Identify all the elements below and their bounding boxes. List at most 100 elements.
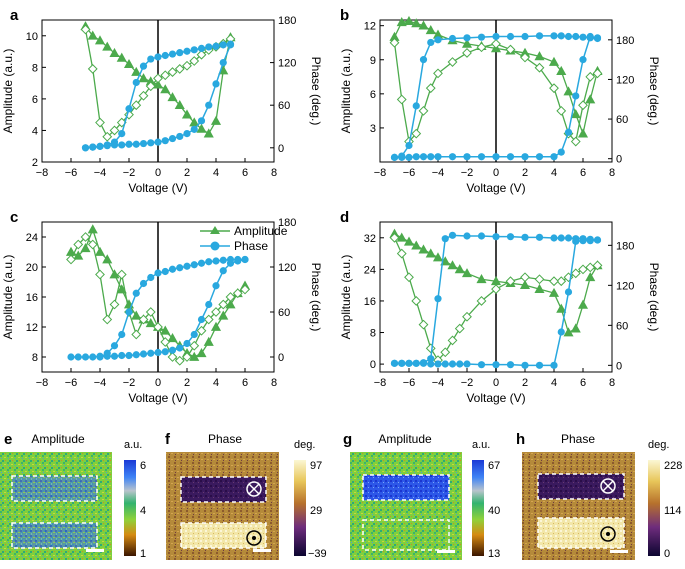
phase-point [564,288,573,296]
y-tick-label: 16 [364,296,376,308]
amplitude-point [109,269,120,279]
x-tick-label: −8 [36,167,49,179]
amplitude-point [396,248,407,259]
phase-point [226,40,235,48]
y-tick-label: 24 [364,264,376,276]
amplitude-point [534,62,545,73]
amplitude-point [411,128,422,139]
amplitude-point [556,303,567,313]
phase-point [139,139,148,148]
amplitude-point [138,90,149,101]
phase-point [67,353,75,361]
chart-panel-c: c −8 −6 −4 −2 0 2 4 6 8812162024060120180Voltage… [1,209,323,405]
y2-tick-label: 180 [278,15,296,27]
phase-point [110,342,119,350]
amplitude-point [403,15,415,25]
phase-point [427,38,435,47]
amplitude-point [592,68,603,79]
phase-point [593,34,602,43]
amplitude-point [548,56,560,66]
phase-point [168,50,177,58]
phase-point [183,47,191,55]
phase-point [132,289,140,297]
phase-point [197,259,206,267]
dashed-box-top-g [362,474,450,501]
x-tick-label: 6 [242,377,248,389]
amplitude-point [462,48,472,58]
phase-point [557,148,565,156]
x-tick-label: 8 [271,377,277,389]
phase-point [434,295,442,303]
y2-tick-label: 60 [616,114,628,126]
phase-point [492,153,500,161]
amplitude-point [182,352,192,362]
colorbar-unit-f: deg. [294,439,315,451]
y-tick-label: 3 [370,123,376,135]
amplitude-point [73,239,84,250]
amplitude-point [534,283,545,293]
phase-point [219,41,227,49]
phase-point [226,255,235,264]
x-tick-label: 6 [580,377,586,389]
phase-point [441,235,449,243]
amplitude-point [520,52,530,63]
amplitude-point [189,351,200,361]
amplitude-point [225,299,236,309]
map-region-bottom-g [363,520,449,550]
amplitude-point [592,260,603,271]
phase-point [572,32,580,41]
amplitude-point [102,131,113,142]
x-tick-label: −4 [94,377,107,389]
phase-point [550,32,558,40]
phase-point [205,43,213,51]
amplitude-point [549,276,559,287]
phase-point [212,257,220,265]
amplitude-point [203,314,214,325]
map-region-top-f [181,477,266,502]
phase-point [125,105,133,113]
x-tick-label: 2 [522,167,528,179]
phase-point [118,330,126,339]
phase-point [161,348,169,356]
phase-point [477,153,486,161]
phase-point [219,59,227,67]
amplitude-point [585,272,596,282]
phase-point [89,353,97,361]
amplitude-point [585,71,596,82]
phase-point [139,279,148,288]
phase-point [190,330,198,339]
phase-point [427,360,435,368]
map-region-bottom-h [538,518,624,548]
y2-axis-label: Phase (deg.) [647,263,661,332]
x-tick-label: −2 [123,377,136,389]
phase-point [118,141,126,149]
legend: Amplitude Phase [200,224,288,253]
colorbar-unit-h: deg. [648,439,669,451]
x-tick-label: 2 [184,167,190,179]
map-region-top-g [363,475,449,500]
amplitude-point [167,333,178,343]
phase-point [579,235,587,243]
phase-point [118,351,126,360]
phase-point [205,300,213,309]
x-tick-label: 4 [551,167,557,179]
x-tick-label: −6 [65,167,78,179]
amplitude-point [66,254,76,265]
amplitude-point [432,252,444,262]
phase-point [448,153,457,161]
amplitude-point [447,57,458,67]
x-tick-label: 4 [551,377,557,389]
phase-point [572,235,580,243]
legend-phase-marker [210,241,220,251]
y2-tick-label: 60 [278,100,290,112]
phase-point [456,360,464,368]
colorbar-tick-low-f: −39 [308,548,327,560]
amplitude-point [145,81,156,92]
phase-point [139,350,148,358]
map-panel-f: f Phase deg. 97 29 −39 [165,431,327,560]
colorbar-unit-g: a.u. [472,439,490,451]
amplitude-point [578,264,588,275]
phase-point [125,140,133,148]
amplitude-point [80,24,91,35]
